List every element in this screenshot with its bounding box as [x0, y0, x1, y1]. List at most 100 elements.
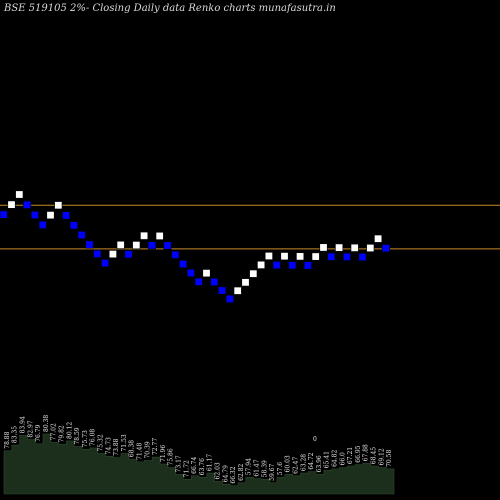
brick-up: [54, 201, 63, 210]
price-label: 76.08: [90, 429, 97, 446]
brick-up: [280, 252, 289, 261]
price-label: 64.82: [332, 450, 339, 467]
price-label: 67.21: [347, 447, 354, 464]
price-label: 65.41: [324, 451, 331, 468]
brick-down: [342, 252, 351, 261]
brick-up: [335, 243, 344, 252]
price-label: 70.39: [144, 441, 151, 458]
price-label: 83.94: [20, 416, 27, 433]
price-label: 66.74: [191, 457, 198, 474]
price-label: 71.72: [183, 460, 190, 477]
brick-down: [124, 250, 133, 259]
price-label: 71.48: [137, 443, 144, 460]
price-label: 76.79: [35, 424, 42, 441]
brick-down: [30, 210, 39, 219]
brick-up: [257, 260, 266, 269]
price-label: 80.38: [43, 415, 50, 432]
reference-lines: [0, 204, 500, 250]
price-label: 66.0: [339, 452, 346, 466]
price-label: 73.17: [176, 455, 183, 472]
renko-bricks: [0, 190, 390, 303]
brick-up: [311, 252, 320, 261]
price-label: 63.96: [316, 455, 323, 472]
price-label: 70.58: [386, 450, 393, 467]
price-label: 57.94: [246, 458, 253, 475]
price-label: 74.73: [105, 437, 112, 454]
price-label: 62.47: [293, 457, 300, 474]
brick-up: [241, 278, 250, 287]
brick-down: [163, 241, 172, 250]
price-label: 73.88: [113, 438, 120, 455]
brick-down: [327, 252, 336, 261]
price-label: 82.97: [27, 420, 34, 437]
price-label: 66.95: [355, 445, 362, 462]
price-label: 63.76: [199, 458, 206, 475]
price-label: 75.86: [168, 448, 175, 465]
brick-down: [303, 261, 312, 270]
brick-down: [69, 221, 78, 230]
brick-down: [93, 249, 102, 258]
price-label: 68.38: [129, 440, 136, 457]
volume-area: [3, 433, 395, 495]
chart-title: BSE 519105 2%- Closing Daily data Renko …: [3, 3, 336, 14]
brick-up: [7, 200, 16, 209]
price-label: 69.12: [378, 448, 385, 465]
brick-up: [264, 252, 273, 261]
brick-down: [101, 259, 110, 268]
price-label: 83.35: [12, 426, 19, 443]
volume-series: [3, 433, 395, 495]
brick-down: [358, 253, 367, 262]
price-label: 57.6: [277, 462, 284, 476]
price-label: 61.47: [254, 459, 261, 476]
price-label: 68.45: [371, 447, 378, 464]
price-label: 59.67: [269, 463, 276, 480]
brick-down: [194, 277, 203, 286]
brick-up: [108, 250, 117, 259]
price-label: 79.82: [59, 425, 66, 442]
brick-down: [23, 200, 32, 209]
brick-down: [77, 231, 86, 240]
brick-down: [225, 294, 234, 303]
brick-up: [233, 286, 242, 295]
price-label: 64.79: [222, 465, 229, 482]
price-label: 78.59: [74, 427, 81, 444]
price-label: 64.72: [308, 452, 315, 469]
brick-down: [272, 261, 281, 270]
extra-label: 0: [313, 436, 317, 443]
brick-up: [374, 234, 383, 243]
brick-up: [202, 269, 211, 278]
price-label: 77.02: [51, 423, 58, 440]
price-label: 62.82: [238, 463, 245, 480]
price-label: 78.88: [4, 431, 11, 448]
brick-down: [381, 244, 390, 253]
price-label: 75.32: [98, 434, 105, 451]
brick-up: [296, 252, 305, 261]
brick-down: [218, 286, 227, 295]
brick-down: [210, 277, 219, 286]
brick-up: [140, 231, 149, 240]
brick-up: [155, 231, 164, 240]
price-label: 67.88: [363, 444, 370, 461]
price-label: 62.03: [215, 462, 222, 479]
brick-down: [0, 210, 8, 219]
brick-down: [179, 259, 188, 268]
brick-up: [15, 190, 24, 199]
price-label: 66.32: [230, 466, 237, 483]
brick-up: [132, 241, 141, 250]
brick-up: [116, 240, 125, 249]
price-label: 80.12: [66, 422, 73, 439]
brick-down: [147, 241, 156, 250]
brick-down: [85, 240, 94, 249]
price-label: 61.17: [207, 454, 214, 471]
brick-down: [38, 220, 47, 229]
price-label: 58.39: [261, 460, 268, 477]
price-label: 63.28: [300, 454, 307, 471]
brick-up: [319, 243, 328, 252]
brick-down: [171, 250, 180, 259]
brick-up: [350, 243, 359, 252]
brick-up: [46, 211, 55, 220]
brick-up: [249, 269, 258, 278]
